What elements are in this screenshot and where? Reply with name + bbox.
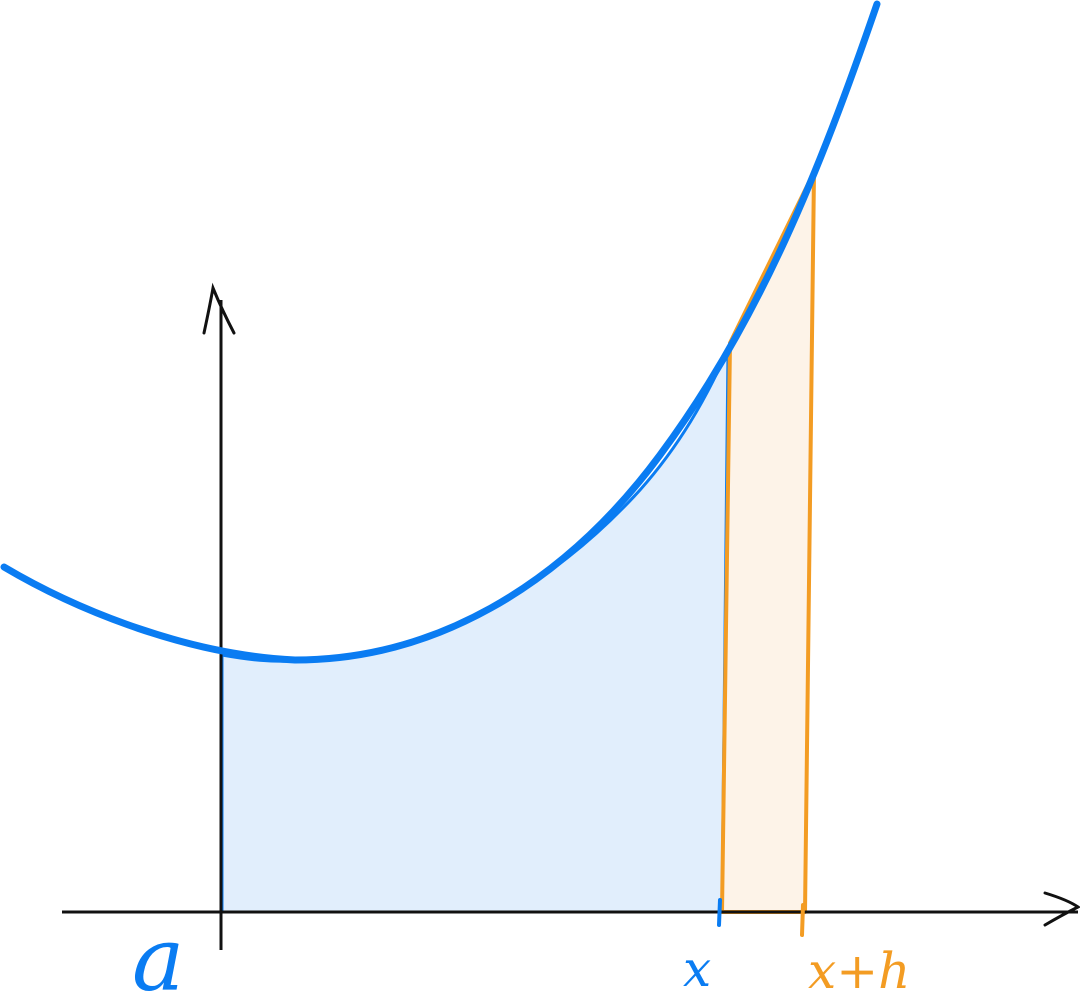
tick-x-plus-h — [800, 903, 805, 937]
label-x: x — [683, 940, 711, 998]
label-x-plus-h: x+h — [808, 942, 910, 1000]
area-region-a-to-x — [220, 349, 730, 914]
function-curve — [0, 0, 881, 664]
tick-x — [717, 898, 722, 927]
y-axis-arrowhead — [202, 282, 236, 335]
x-axis-arrowhead — [1043, 891, 1080, 927]
label-a: a — [132, 908, 184, 1000]
